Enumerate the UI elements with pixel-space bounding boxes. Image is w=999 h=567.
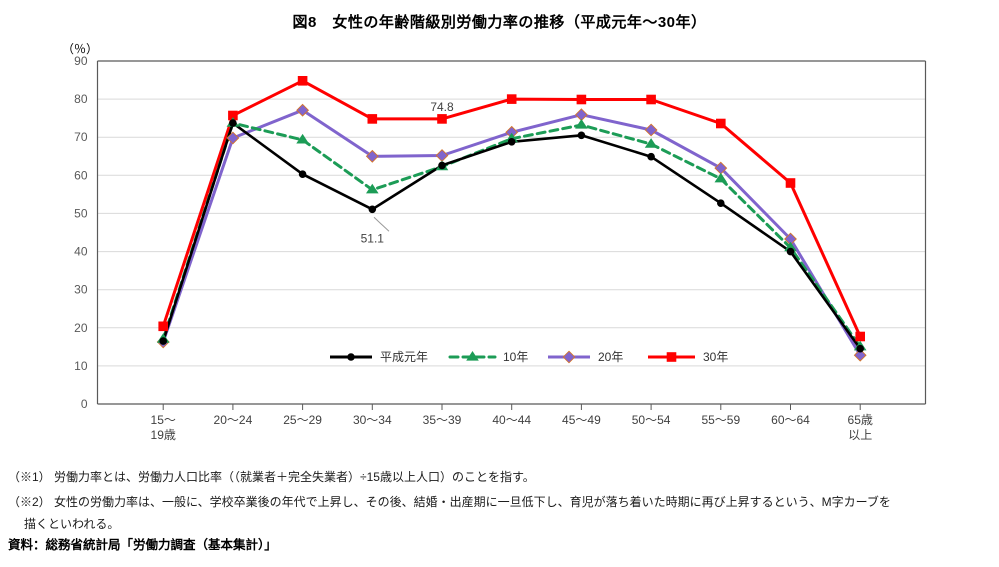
svg-text:30～34: 30～34: [353, 413, 392, 427]
svg-text:19歳: 19歳: [151, 428, 176, 442]
svg-text:45～49: 45～49: [562, 413, 601, 427]
svg-text:0: 0: [81, 397, 88, 411]
svg-text:20: 20: [74, 321, 88, 335]
svg-text:55～59: 55～59: [701, 413, 740, 427]
svg-text:40～44: 40～44: [492, 413, 531, 427]
svg-text:90: 90: [74, 54, 88, 68]
svg-text:50: 50: [74, 206, 88, 220]
svg-text:60～64: 60～64: [771, 413, 810, 427]
svg-text:65歳: 65歳: [848, 413, 873, 427]
svg-text:以上: 以上: [848, 428, 872, 442]
svg-text:60: 60: [74, 168, 88, 182]
svg-text:20～24: 20～24: [214, 413, 253, 427]
svg-text:20年: 20年: [598, 350, 623, 364]
svg-text:70: 70: [74, 130, 88, 144]
svg-text:30年: 30年: [703, 350, 728, 364]
svg-text:35～39: 35～39: [423, 413, 462, 427]
svg-text:15～: 15～: [151, 413, 176, 427]
svg-text:40: 40: [74, 245, 88, 259]
svg-text:50～54: 50～54: [632, 413, 671, 427]
svg-text:10年: 10年: [503, 350, 528, 364]
svg-text:平成元年: 平成元年: [380, 350, 428, 364]
svg-text:25～29: 25～29: [283, 413, 322, 427]
svg-text:10: 10: [74, 359, 88, 373]
svg-text:80: 80: [74, 92, 88, 106]
svg-text:30: 30: [74, 283, 88, 297]
svg-text:51.1: 51.1: [361, 231, 385, 245]
svg-text:74.8: 74.8: [430, 100, 454, 114]
